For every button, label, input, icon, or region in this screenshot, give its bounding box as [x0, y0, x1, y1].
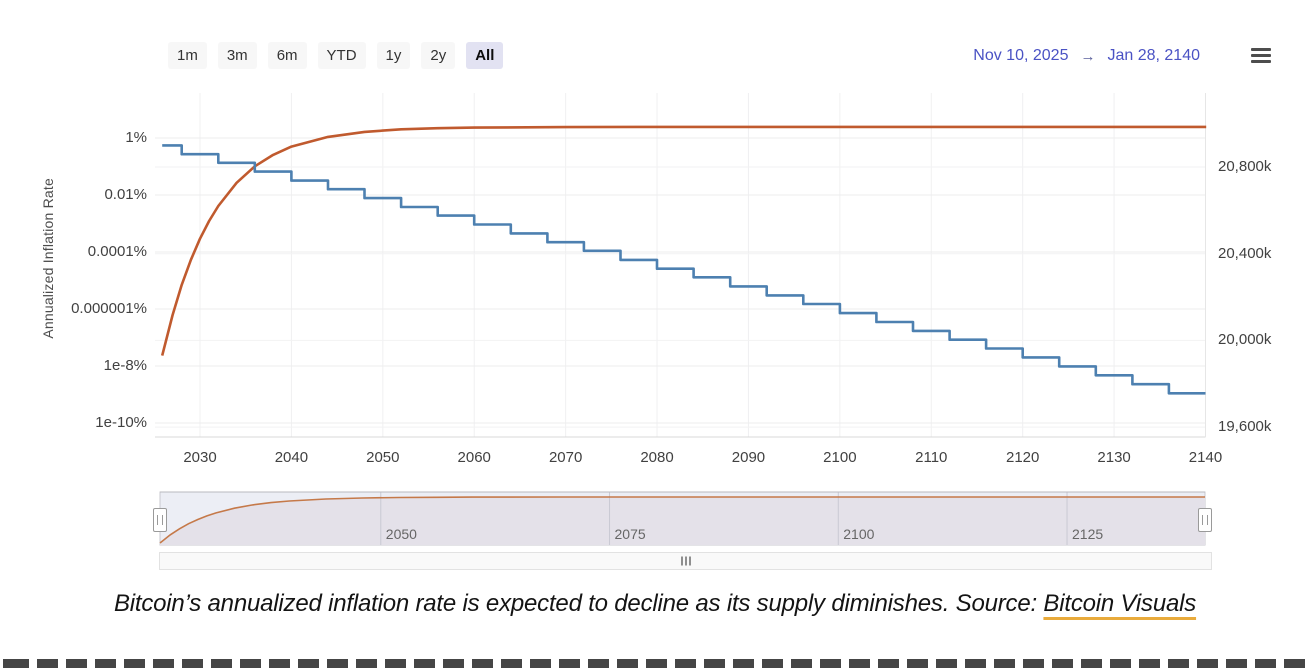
date-from-input[interactable]: Nov 10, 2025 [973, 47, 1069, 64]
chart-caption: Bitcoin’s annualized inflation rate is e… [60, 584, 1250, 624]
scrollbar-track[interactable] [159, 552, 1212, 570]
range-button-ytd[interactable]: YTD [317, 42, 366, 69]
date-to-input[interactable]: Jan 28, 2140 [1107, 47, 1200, 64]
menu-bar [1251, 48, 1271, 51]
plot-area[interactable] [155, 93, 1205, 437]
cutoff-text-row [0, 659, 1310, 668]
range-button-1m[interactable]: 1m [168, 42, 207, 69]
date-range: Nov 10, 2025 → Jan 28, 2140 [973, 47, 1200, 65]
range-button-6m[interactable]: 6m [267, 42, 307, 69]
y-axis-title: Annualized Inflation Rate [40, 178, 56, 339]
scrollbar-grip[interactable] [680, 556, 691, 566]
arrow-right-icon: → [1080, 47, 1096, 65]
range-button-all[interactable]: All [466, 42, 504, 69]
caption-source-link[interactable]: Bitcoin Visuals [1043, 590, 1197, 617]
range-button-3m[interactable]: 3m [217, 42, 257, 69]
caption-text: Bitcoin’s annualized inflation rate is e… [113, 590, 1044, 617]
menu-bar [1251, 54, 1271, 57]
range-selector: 1m 3m 6m YTD 1y 2y All [168, 42, 504, 69]
navigator-left-handle[interactable] [153, 508, 167, 532]
range-button-2y[interactable]: 2y [421, 42, 456, 69]
hamburger-menu-icon[interactable] [1251, 48, 1271, 63]
menu-bar [1251, 60, 1271, 63]
range-button-1y[interactable]: 1y [376, 42, 411, 69]
navigator-right-handle[interactable] [1198, 508, 1212, 532]
navigator[interactable] [160, 492, 1205, 545]
